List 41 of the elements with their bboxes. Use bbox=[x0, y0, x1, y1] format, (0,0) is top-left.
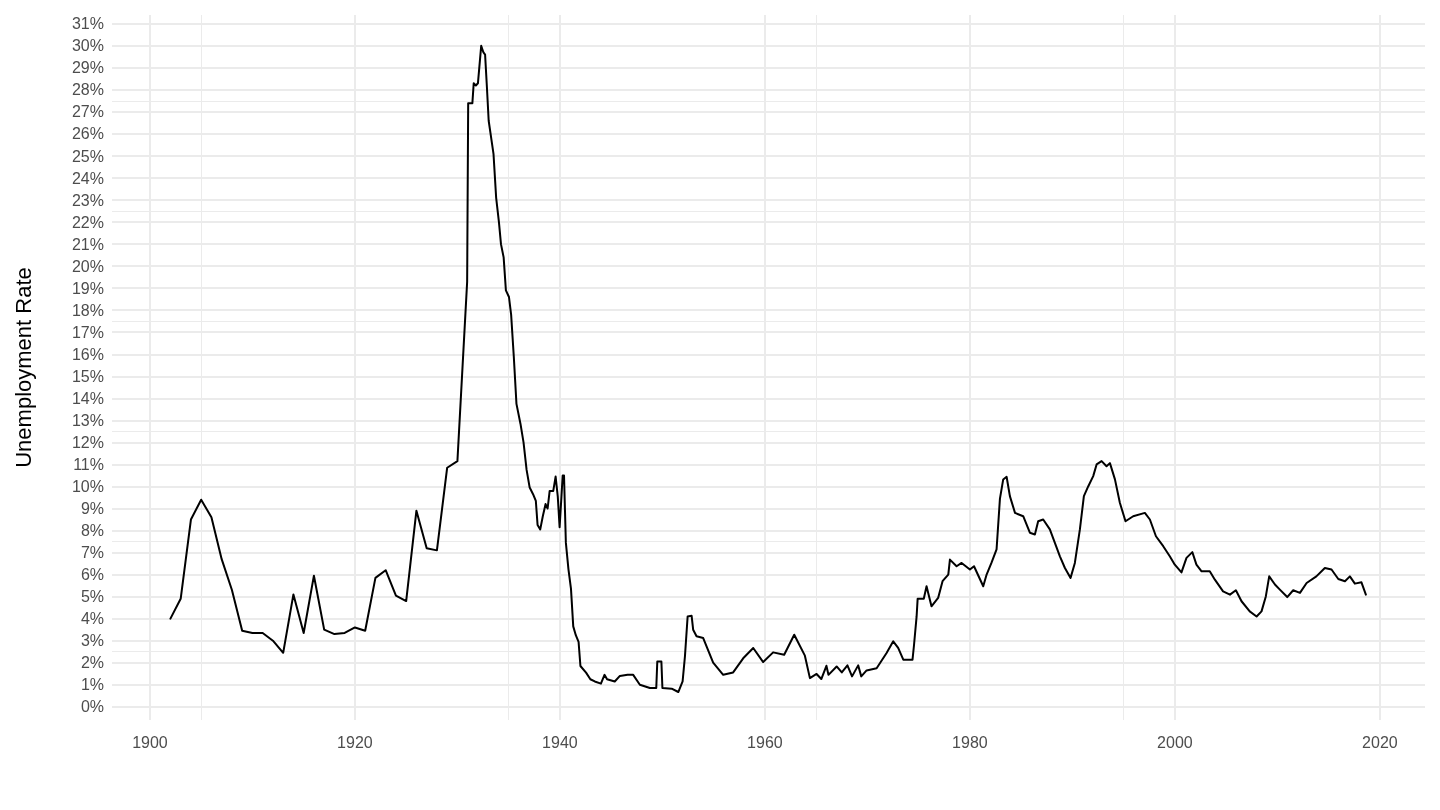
y-tick-label: 17% bbox=[71, 323, 104, 341]
y-tick-label: 10% bbox=[71, 477, 104, 495]
y-tick-label: 9% bbox=[80, 500, 104, 517]
y-tick-label: 26% bbox=[71, 125, 104, 143]
y-tick-label: 19% bbox=[71, 279, 104, 297]
y-tick-label: 27% bbox=[71, 103, 104, 121]
y-tick-label: 2% bbox=[80, 654, 104, 672]
y-tick-label: 15% bbox=[71, 367, 104, 385]
y-tick-label: 7% bbox=[80, 544, 104, 562]
y-tick-label: 20% bbox=[71, 257, 104, 275]
y-tick-label: 28% bbox=[71, 81, 104, 99]
y-tick-label: 21% bbox=[71, 235, 104, 253]
y-tick-label: 3% bbox=[80, 632, 104, 650]
y-tick-label: 11% bbox=[73, 455, 104, 473]
x-tick-label: 1920 bbox=[337, 733, 373, 751]
y-tick-label: 18% bbox=[71, 301, 104, 319]
y-tick-label: 29% bbox=[71, 59, 104, 77]
x-tick-label: 1900 bbox=[132, 733, 168, 751]
y-tick-label: 22% bbox=[71, 213, 104, 231]
x-tick-label: 1980 bbox=[952, 733, 988, 751]
y-tick-label: 24% bbox=[71, 169, 104, 187]
y-tick-label: 0% bbox=[80, 698, 104, 716]
y-tick-label: 25% bbox=[71, 147, 104, 165]
line-series bbox=[169, 44, 1367, 694]
x-tick-label: 1940 bbox=[542, 733, 578, 751]
y-tick-label: 12% bbox=[71, 433, 104, 451]
y-tick-label: 1% bbox=[80, 676, 104, 694]
y-tick-label: 30% bbox=[71, 37, 104, 55]
y-tick-label: 4% bbox=[80, 610, 104, 628]
x-tick-label: 2020 bbox=[1362, 733, 1398, 751]
y-tick-label: 13% bbox=[71, 411, 104, 429]
x-tick-label: 1960 bbox=[747, 733, 783, 751]
y-tick-label: 6% bbox=[80, 566, 104, 584]
y-axis-title: Unemployment Rate bbox=[10, 267, 36, 468]
y-tick-label: 31% bbox=[71, 15, 104, 33]
y-tick-label: 5% bbox=[80, 588, 104, 606]
y-tick-label: 23% bbox=[71, 191, 104, 209]
y-tick-label: 8% bbox=[80, 522, 104, 540]
y-tick-label: 14% bbox=[71, 389, 104, 407]
y-tick-label: 16% bbox=[71, 345, 104, 363]
x-tick-label: 2000 bbox=[1157, 733, 1193, 751]
